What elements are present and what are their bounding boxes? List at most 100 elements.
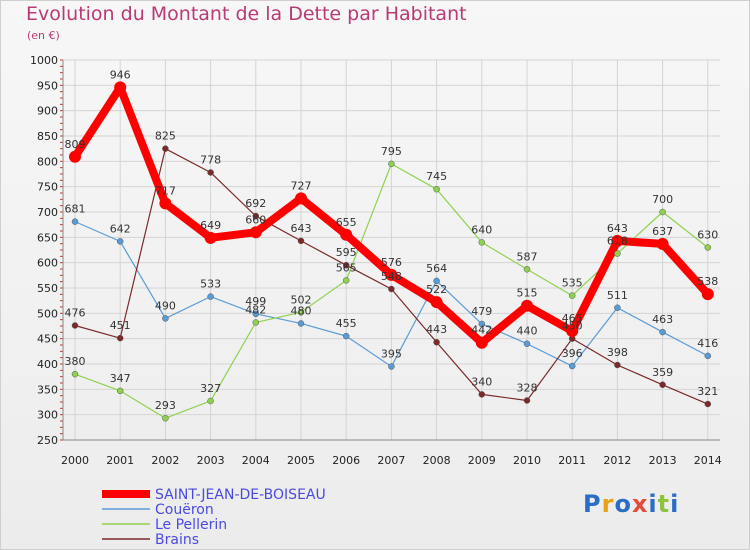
data-label: 565 [336, 261, 357, 274]
data-point [207, 293, 214, 300]
data-label: 522 [426, 283, 447, 296]
data-label: 455 [336, 317, 357, 330]
data-label: 649 [200, 219, 221, 232]
data-label: 700 [652, 193, 673, 206]
data-label: 293 [155, 399, 176, 412]
data-point [568, 292, 576, 299]
data-label: 576 [381, 256, 402, 269]
data-label: 564 [426, 262, 447, 275]
data-point [71, 370, 79, 378]
y-tick-label: 350 [37, 383, 58, 396]
y-tick-label: 1000 [30, 54, 58, 67]
data-label: 946 [110, 68, 131, 81]
data-point [69, 150, 81, 163]
data-label: 595 [336, 246, 357, 259]
data-labels: 681 642 490 533 499 480 455 395 564 479 440 396 511 4… [65, 68, 719, 412]
y-tick-label: 250 [37, 434, 58, 447]
logo-letter: x [631, 490, 649, 518]
data-point [116, 238, 124, 245]
x-tick-label: 2005 [287, 454, 315, 467]
data-label: 587 [517, 250, 538, 263]
proxiti-logo: Proxiti [583, 490, 679, 518]
data-point [433, 185, 440, 193]
data-point [249, 226, 262, 239]
data-label: 809 [65, 138, 86, 151]
data-label: 727 [291, 179, 312, 192]
data-point [162, 315, 169, 322]
data-label: 618 [607, 235, 628, 248]
data-point [614, 304, 621, 312]
data-point [659, 208, 666, 216]
x-tick-label: 2008 [423, 454, 451, 467]
data-label: 359 [652, 366, 673, 379]
logo-letter: t [657, 490, 671, 518]
series-points [69, 81, 714, 422]
data-point [297, 237, 305, 245]
data-label: 643 [291, 222, 312, 235]
data-label: 340 [471, 375, 492, 388]
y-tick-label: 800 [37, 155, 58, 168]
data-label: 476 [65, 306, 86, 319]
data-point [523, 397, 531, 404]
data-label: 442 [471, 324, 492, 337]
data-label: 795 [381, 145, 402, 158]
x-tick-label: 2000 [61, 454, 89, 467]
data-point [385, 268, 398, 281]
data-point [659, 381, 666, 389]
logo-letter: o [614, 490, 632, 518]
logo-letter: i [670, 490, 680, 518]
x-tick-label: 2010 [513, 454, 541, 467]
data-label: 642 [110, 222, 131, 235]
x-tick-label: 2013 [649, 454, 677, 467]
data-point [342, 277, 350, 284]
data-point [701, 288, 714, 301]
data-point [116, 387, 124, 395]
data-point [478, 239, 486, 246]
legend-label: Couëron [155, 502, 214, 518]
data-label: 502 [291, 293, 312, 306]
data-label: 660 [245, 213, 266, 226]
data-label: 681 [65, 203, 86, 216]
data-point [295, 192, 307, 205]
data-point [297, 320, 305, 327]
data-label: 465 [562, 312, 583, 325]
data-label: 443 [426, 323, 447, 336]
data-label: 380 [65, 355, 86, 368]
data-point [614, 361, 621, 369]
x-tick-label: 2004 [242, 454, 270, 467]
data-point [478, 320, 486, 328]
data-label: 535 [562, 277, 583, 290]
x-tick-label: 2009 [468, 454, 496, 467]
logo-letter: P [583, 490, 602, 518]
data-point [704, 400, 712, 408]
data-label: 548 [381, 270, 402, 283]
y-tick-label: 500 [37, 307, 58, 320]
x-tick-label: 2012 [603, 454, 631, 467]
legend-label: Brains [155, 532, 199, 548]
data-point [656, 237, 669, 250]
chart-title: Evolution du Montant de la Dette par Hab… [26, 3, 467, 25]
y-tick-label: 450 [37, 333, 58, 346]
axes: 250 300 350 400 450 500 550 600 650 700 750 800 850 9… [30, 54, 722, 467]
x-tick-label: 2006 [332, 454, 360, 467]
data-point [297, 309, 305, 316]
data-label: 499 [245, 295, 266, 308]
x-tick-label: 2001 [106, 454, 134, 467]
data-label: 640 [471, 223, 492, 236]
data-point [114, 81, 127, 94]
data-label: 327 [200, 382, 221, 395]
data-label: 398 [607, 346, 628, 359]
data-label: 655 [336, 216, 357, 229]
y-tick-label: 650 [37, 231, 58, 244]
data-point [388, 285, 395, 293]
data-point [252, 310, 260, 318]
data-label: 490 [155, 299, 176, 312]
data-label: 328 [517, 381, 538, 394]
data-point [659, 328, 666, 336]
data-point [704, 352, 712, 360]
data-point [159, 197, 172, 210]
logo-letter: i [648, 490, 658, 518]
data-label: 463 [652, 313, 673, 326]
y-tick-label: 750 [37, 181, 58, 194]
